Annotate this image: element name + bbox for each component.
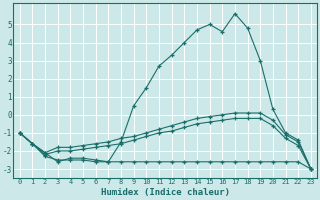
X-axis label: Humidex (Indice chaleur): Humidex (Indice chaleur)	[101, 188, 230, 197]
